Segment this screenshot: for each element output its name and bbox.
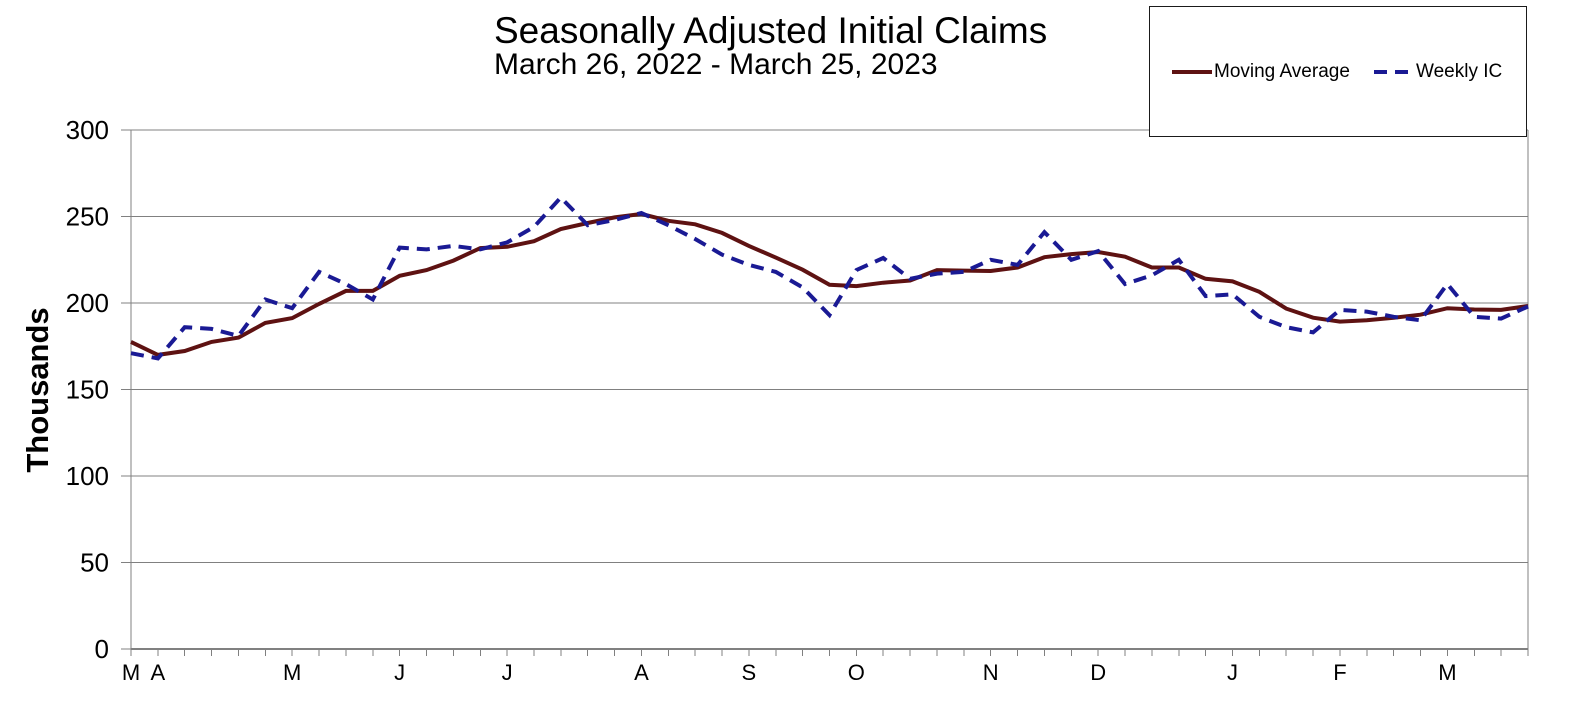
- x-axis-month-label-D: D: [1090, 660, 1106, 685]
- x-axis-month-label-N: N: [983, 660, 999, 685]
- chart-subtitle: March 26, 2022 - March 25, 2023: [494, 48, 938, 81]
- x-axis-month-label-F: F: [1333, 660, 1346, 685]
- y-axis-label-200: 200: [66, 288, 109, 318]
- x-axis-month-label-J: J: [394, 660, 405, 685]
- legend-label-moving-average: Moving Average: [1214, 60, 1350, 82]
- x-axis-month-label-A: A: [151, 660, 166, 685]
- x-axis-month-label-M: M: [283, 660, 301, 685]
- x-axis-month-label-S: S: [742, 660, 757, 685]
- moving-average-line-sample: [1172, 69, 1212, 74]
- x-axis-month-label-M: M: [1438, 660, 1456, 685]
- x-axis-month-label-J: J: [1227, 660, 1238, 685]
- x-axis-month-label-M: M: [122, 660, 140, 685]
- y-axis-label-150: 150: [66, 375, 109, 405]
- y-axis-label-100: 100: [66, 461, 109, 491]
- legend-item-weekly-ic: Weekly IC: [1374, 61, 1502, 83]
- weekly-ic-line-sample: [1374, 69, 1414, 74]
- title-block: Seasonally Adjusted Initial Claims March…: [494, 11, 1047, 80]
- y-axis-label-50: 50: [80, 548, 109, 578]
- x-axis-month-label-O: O: [848, 660, 865, 685]
- moving-average-line: [130, 211, 1529, 357]
- y-axis-label-300: 300: [66, 115, 109, 145]
- y-axis-title: Thousands: [20, 307, 55, 473]
- legend: Moving Average Weekly IC: [1149, 6, 1527, 137]
- chart-title: Seasonally Adjusted Initial Claims: [494, 10, 1048, 51]
- weekly-ic-line: [130, 194, 1529, 361]
- y-axis-label-0: 0: [95, 634, 109, 664]
- legend-label-weekly-ic: Weekly IC: [1416, 60, 1503, 82]
- x-axis-month-label-A: A: [634, 660, 649, 685]
- x-axis-month-label-J: J: [502, 660, 513, 685]
- y-axis-label-250: 250: [66, 202, 109, 232]
- legend-item-moving-average: Moving Average: [1172, 61, 1350, 83]
